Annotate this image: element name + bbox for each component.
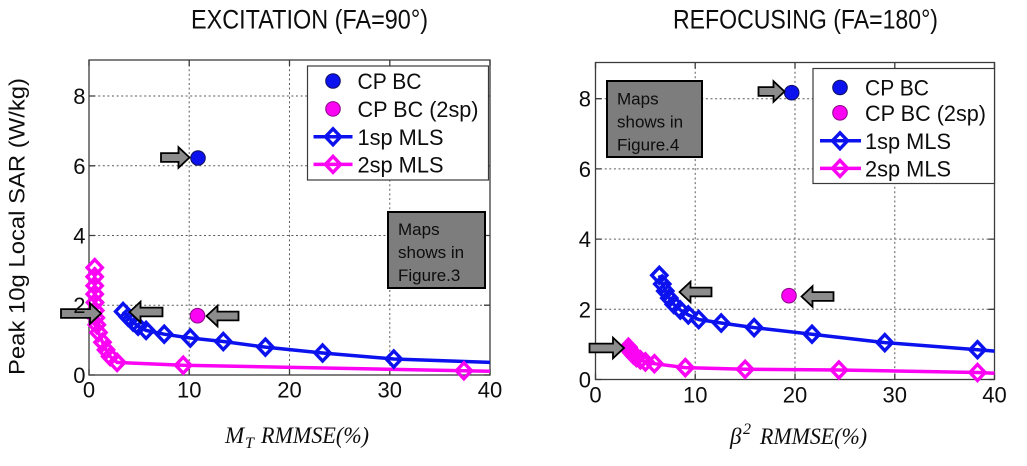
- svg-text:EXCITATION (FA=90°): EXCITATION (FA=90°): [191, 5, 428, 35]
- svg-text:CP BC (2sp): CP BC (2sp): [358, 97, 479, 122]
- svg-text:CP BC (2sp): CP BC (2sp): [865, 101, 986, 126]
- svg-text:4: 4: [579, 227, 591, 252]
- svg-text:CP BC: CP BC: [358, 69, 422, 94]
- svg-text:T: T: [245, 435, 255, 452]
- svg-text:2: 2: [579, 297, 591, 322]
- svg-text:6: 6: [73, 154, 85, 179]
- svg-text:CP BC: CP BC: [865, 76, 929, 101]
- svg-text:2: 2: [743, 421, 751, 438]
- svg-text:20: 20: [783, 383, 807, 408]
- svg-text:RMMSE(%): RMMSE(%): [759, 424, 867, 449]
- svg-text:40: 40: [982, 383, 1006, 408]
- svg-text:2: 2: [73, 293, 85, 318]
- svg-text:8: 8: [579, 87, 591, 112]
- svg-text:M: M: [224, 423, 246, 448]
- svg-text:Figure.3: Figure.3: [398, 266, 460, 285]
- svg-text:2sp MLS: 2sp MLS: [358, 152, 444, 177]
- svg-text:20: 20: [277, 378, 301, 403]
- svg-text:0: 0: [83, 378, 95, 403]
- svg-text:4: 4: [73, 224, 85, 249]
- svg-text:RMMSE(%): RMMSE(%): [260, 423, 369, 448]
- svg-text:6: 6: [579, 157, 591, 182]
- svg-text:Maps: Maps: [398, 220, 440, 239]
- svg-text:40: 40: [478, 378, 502, 403]
- svg-text:0: 0: [73, 363, 85, 388]
- svg-text:shows in: shows in: [398, 243, 464, 262]
- svg-text:30: 30: [883, 383, 907, 408]
- svg-text:Peak 10g Local SAR (W/kg): Peak 10g Local SAR (W/kg): [5, 78, 30, 375]
- svg-text:10: 10: [177, 378, 201, 403]
- svg-text:1sp MLS: 1sp MLS: [865, 129, 951, 154]
- svg-text:Figure.4: Figure.4: [617, 136, 679, 155]
- svg-text:shows in: shows in: [617, 113, 683, 132]
- svg-text:2sp MLS: 2sp MLS: [865, 156, 951, 181]
- svg-text:1sp MLS: 1sp MLS: [358, 125, 444, 150]
- svg-text:30: 30: [378, 378, 402, 403]
- svg-text:10: 10: [683, 383, 707, 408]
- svg-text:8: 8: [73, 84, 85, 109]
- svg-text:0: 0: [579, 368, 591, 393]
- svg-text:β: β: [729, 424, 742, 449]
- svg-text:Maps: Maps: [617, 90, 659, 109]
- svg-text:0: 0: [589, 383, 601, 408]
- svg-text:REFOCUSING (FA=180°): REFOCUSING (FA=180°): [673, 5, 938, 35]
